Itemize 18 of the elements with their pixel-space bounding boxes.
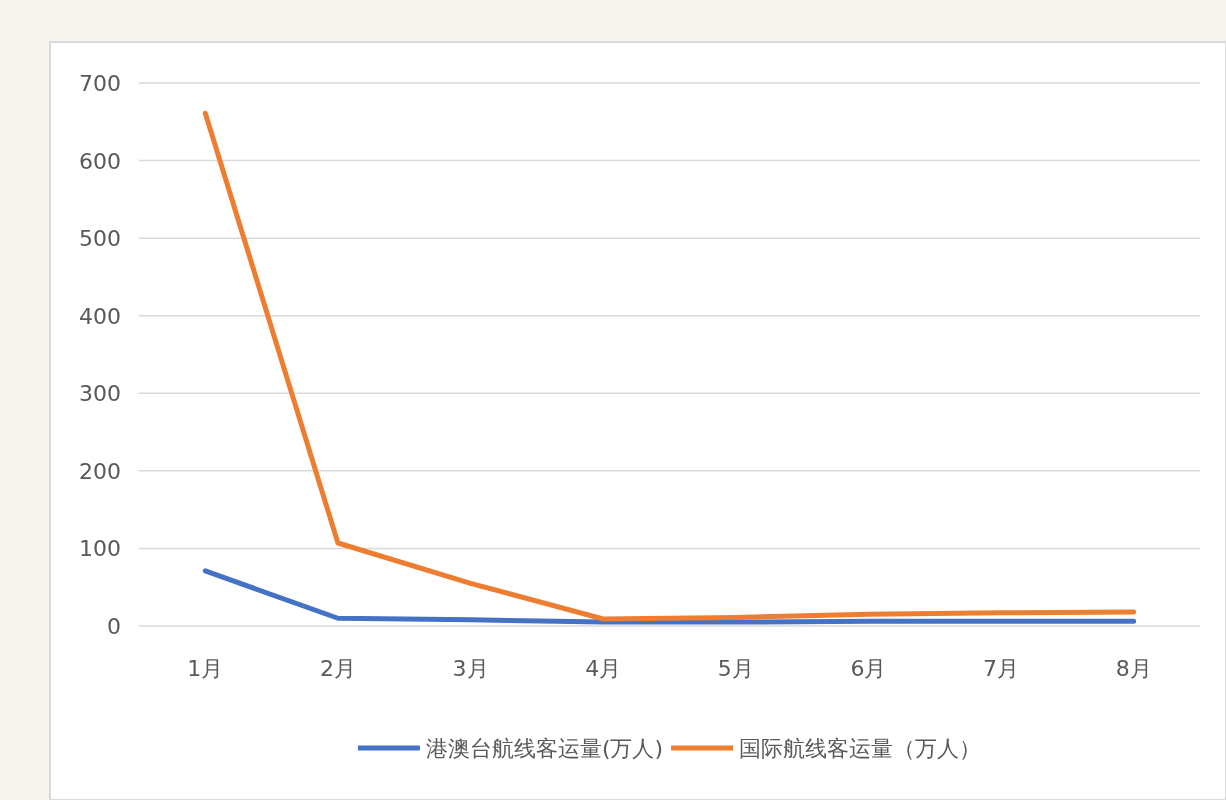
- legend-label: 港澳台航线客运量(万人): [425, 736, 664, 761]
- y-tick-label: 700: [79, 71, 121, 96]
- x-tick-label: 6月: [850, 656, 887, 681]
- y-tick-label: 500: [79, 226, 121, 252]
- x-tick-label: 1月: [187, 656, 224, 681]
- x-tick-label: 5月: [717, 656, 754, 681]
- legend-label: 国际航线客运量（万人）: [739, 736, 982, 761]
- y-tick-label: 200: [79, 458, 121, 484]
- x-tick-label: 3月: [452, 656, 489, 681]
- y-tick-label: 600: [79, 148, 121, 174]
- x-tick-label: 2月: [319, 656, 356, 681]
- x-tick-label: 4月: [585, 656, 622, 681]
- y-tick-label: 0: [107, 614, 121, 639]
- y-tick-label: 400: [79, 303, 121, 329]
- y-tick-label: 300: [79, 381, 121, 407]
- x-tick-label: 8月: [1115, 656, 1152, 681]
- x-tick-label: 7月: [983, 656, 1020, 681]
- y-tick-label: 100: [79, 536, 121, 562]
